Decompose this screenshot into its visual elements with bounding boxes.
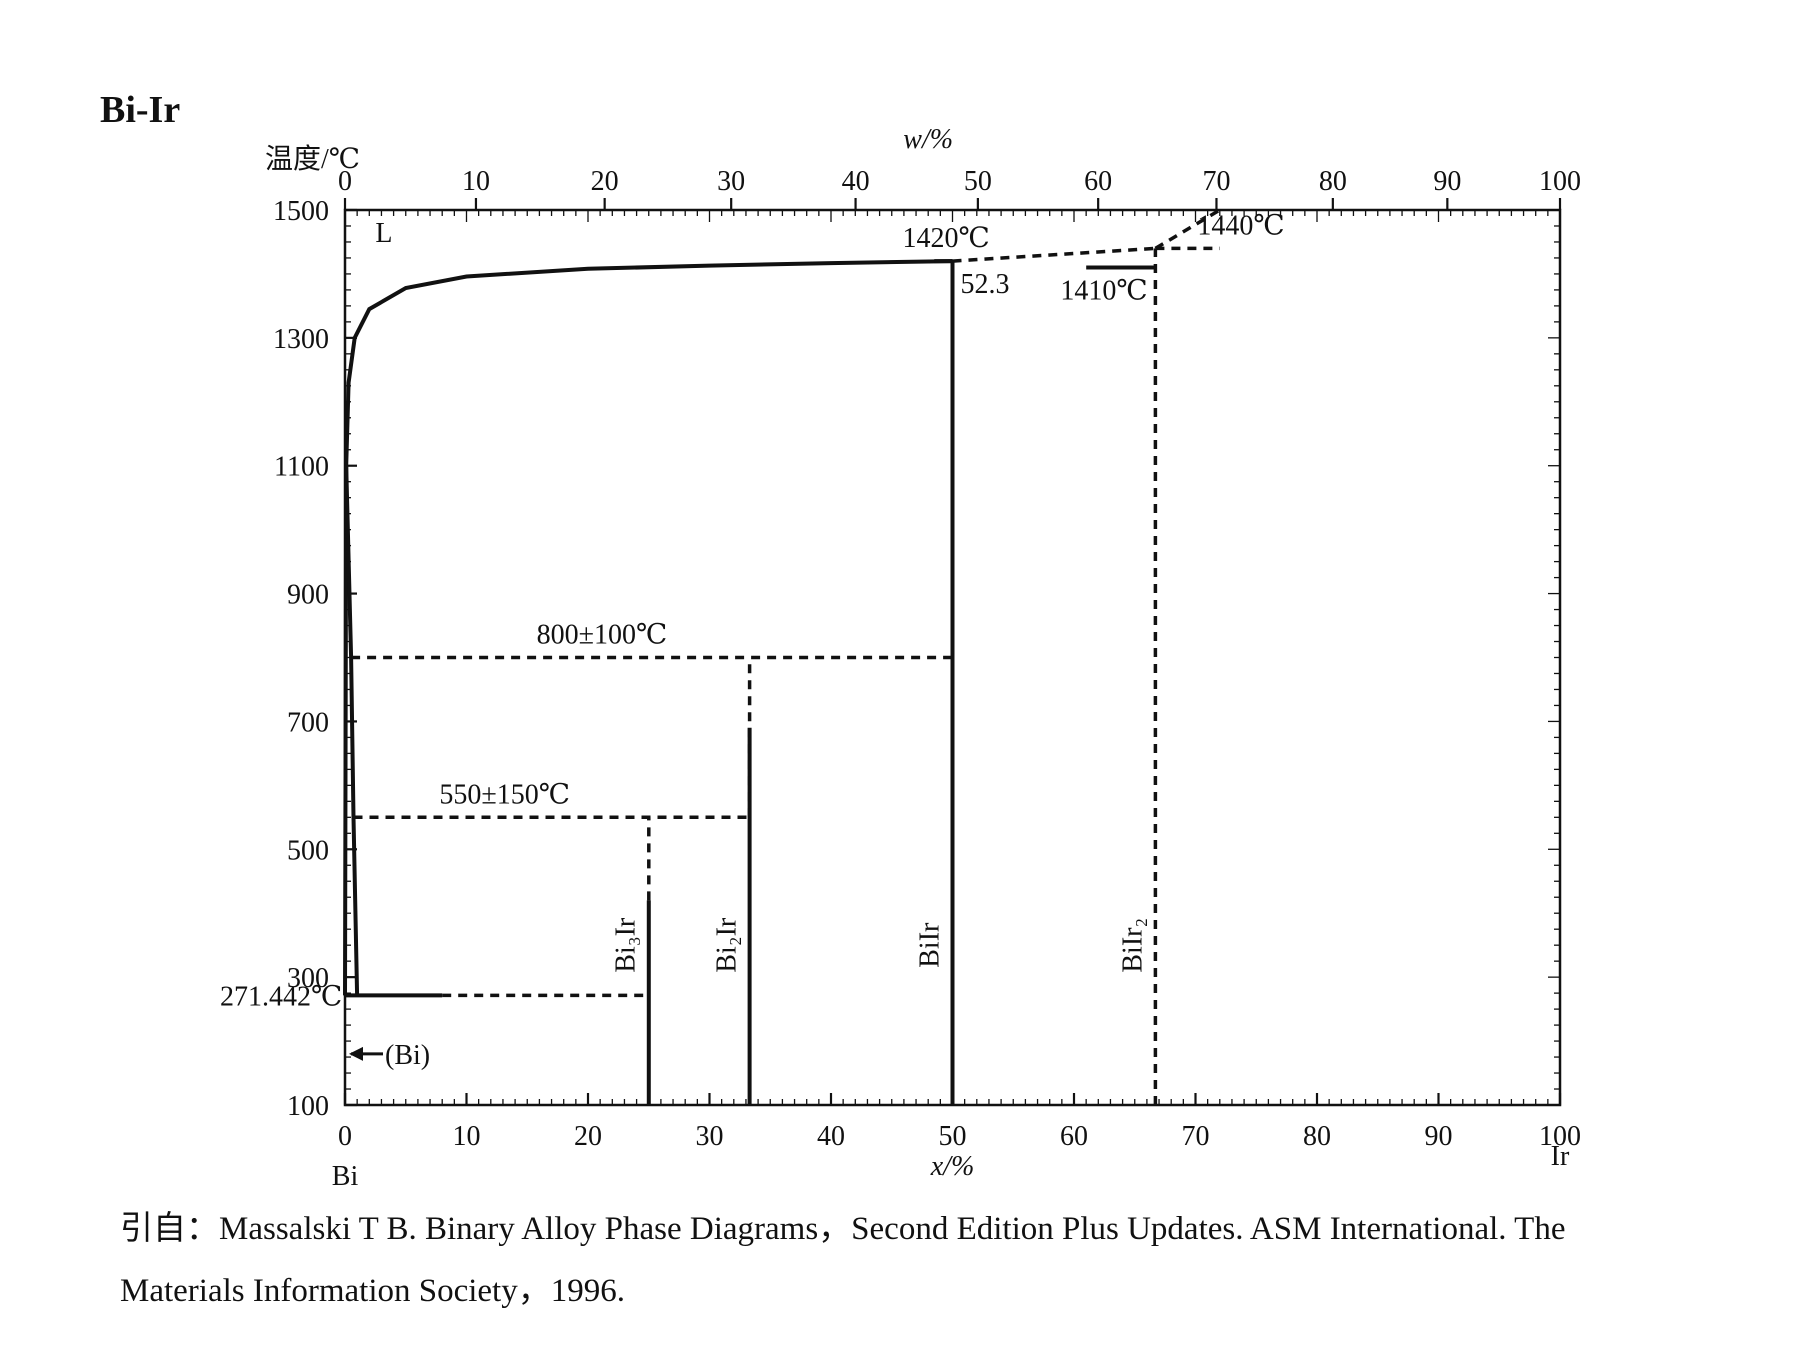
x-tick-label: 100: [1539, 1121, 1581, 1152]
compound-label: Bi₂Ir: [712, 917, 743, 973]
x-tick-label: 30: [696, 1121, 724, 1152]
annotation-bi-solid: (Bi): [385, 1040, 430, 1071]
liquid-region-label: L: [375, 218, 392, 249]
compound-label: BiIr: [915, 922, 946, 968]
source-caption-line-2: Materials Information Society，1996.: [120, 1273, 625, 1309]
y-tick-label: 100: [287, 1091, 329, 1122]
annotation-peritectic-800: 800±100℃: [537, 620, 668, 651]
w-tick-label: 100: [1539, 166, 1581, 197]
phase-boundaries: [343, 208, 1221, 1105]
x-tick-label: 80: [1303, 1121, 1331, 1152]
x-tick-label: 60: [1060, 1121, 1088, 1152]
left-component-label: Bi: [332, 1161, 359, 1192]
y-tick-label: 300: [287, 963, 329, 994]
y-tick-label: 500: [287, 835, 329, 866]
bottom-axis-label: x/%: [930, 1151, 975, 1182]
y-tick-label: 1500: [273, 196, 329, 227]
w-tick-label: 60: [1084, 166, 1112, 197]
liquidus-line: [343, 259, 953, 996]
x-tick-label: 40: [817, 1121, 845, 1152]
w-tick-label: 90: [1433, 166, 1461, 197]
x-tick-label: 70: [1182, 1121, 1210, 1152]
y-axis-label: 温度/℃: [265, 143, 360, 175]
y-tick-label: 1100: [274, 452, 329, 483]
x-tick-label: 10: [453, 1121, 481, 1152]
annotation-bi-melting: 271.442℃: [220, 981, 342, 1012]
w-tick-label: 0: [338, 166, 352, 197]
y-tick-label: 700: [287, 707, 329, 738]
source-caption-line-1: 引自：Massalski T B. Binary Alloy Phase Dia…: [120, 1211, 1566, 1247]
right-component-label: Ir: [1551, 1141, 1570, 1172]
annotation-peritectic-550: 550±150℃: [439, 779, 570, 810]
w-tick-label: 10: [462, 166, 490, 197]
top-ext: [1154, 208, 1221, 250]
w-tick-label: 70: [1202, 166, 1230, 197]
y-tick-label: 900: [287, 580, 329, 611]
x-tick-label: 50: [939, 1121, 967, 1152]
compound-label: BiIr₂: [1117, 918, 1148, 973]
w-tick-label: 40: [842, 166, 870, 197]
top-axis-label: w/%: [903, 124, 953, 155]
compound-label: Bi₃Ir: [611, 917, 642, 973]
diagram-title: Bi-Ir: [100, 89, 181, 131]
annotation-peritectic-1410: 1410℃: [1060, 276, 1147, 307]
w-tick-label: 50: [964, 166, 992, 197]
annotation-composition-52-3: 52.3: [960, 269, 1009, 300]
annotation-bir2-melting: 1440℃: [1197, 210, 1284, 241]
annotation-peritectic-1420: 1420℃: [903, 223, 990, 254]
liquidus-ext: [952, 246, 1156, 263]
bi-solidus: [344, 465, 360, 996]
x-tick-label: 0: [338, 1121, 352, 1152]
w-tick-label: 20: [591, 166, 619, 197]
w-tick-label: 80: [1319, 166, 1347, 197]
tick-marks: [343, 198, 1562, 1107]
w-tick-label: 30: [717, 166, 745, 197]
bi-solid-arrow-head: [349, 1046, 363, 1061]
x-tick-label: 90: [1425, 1121, 1453, 1152]
y-tick-label: 1300: [273, 324, 329, 355]
diagram-labels: 温度/℃w/%x/%BiIrL271.442℃(Bi)800±100℃550±1…: [220, 124, 1570, 1192]
x-tick-label: 20: [574, 1121, 602, 1152]
